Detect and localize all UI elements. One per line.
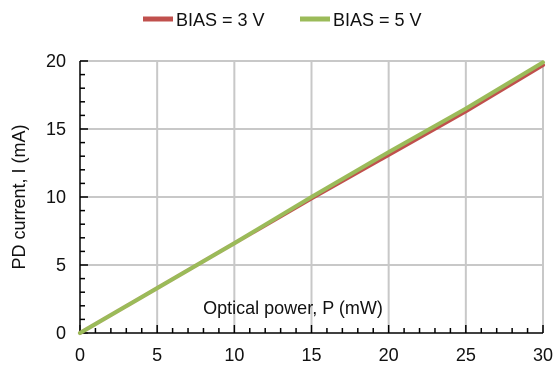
legend: BIAS = 3 V BIAS = 5 V — [143, 10, 422, 30]
grid — [80, 60, 544, 333]
legend-label: BIAS = 3 V — [176, 10, 265, 30]
y-axis-title: PD current, I (mA) — [9, 124, 29, 269]
x-tick-label: 30 — [533, 345, 553, 365]
series-line — [78, 60, 545, 335]
x-axis-title: Optical power, P (mW) — [203, 298, 383, 318]
y-tick-label: 0 — [56, 323, 66, 343]
x-tick-label: 10 — [224, 345, 244, 365]
x-tick-label: 5 — [152, 345, 162, 365]
y-tick-label: 15 — [46, 119, 66, 139]
y-tick-label: 20 — [46, 51, 66, 71]
axes: Optical power, P (mW) PD current, I (mA)… — [9, 51, 553, 365]
x-tick-label: 20 — [379, 345, 399, 365]
y-tick-label: 10 — [46, 187, 66, 207]
x-tick-label: 25 — [456, 345, 476, 365]
legend-label: BIAS = 5 V — [333, 10, 422, 30]
x-tick-label: 0 — [75, 345, 85, 365]
series-lines — [78, 60, 545, 335]
x-tick-label: 15 — [301, 345, 321, 365]
y-tick-label: 5 — [56, 255, 66, 275]
